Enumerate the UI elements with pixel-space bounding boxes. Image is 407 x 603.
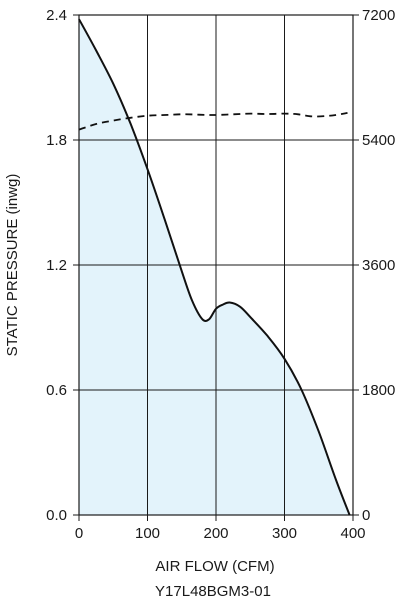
y-tick-label: 0.6 xyxy=(46,382,67,399)
x-tick-label: 200 xyxy=(203,525,228,542)
x-tick-label: 0 xyxy=(75,525,83,542)
tick-labels: 0 100 200 300 400 0.0 0.6 1.2 1.8 2.4 0 1800 3600 540… xyxy=(46,7,395,542)
x-axis-title: AIR FLOW (CFM) xyxy=(155,558,274,575)
y2-tick-label: 7200 xyxy=(362,7,395,24)
y-tick-label: 2.4 xyxy=(46,7,67,24)
x-tick-label: 400 xyxy=(340,525,365,542)
x-tick-label: 300 xyxy=(272,525,297,542)
x-tick-label: 100 xyxy=(135,525,160,542)
y-tick-label: 1.2 xyxy=(46,257,67,274)
y2-tick-label: 0 xyxy=(362,507,370,524)
y-tick-label: 1.8 xyxy=(46,132,67,149)
grid-lines xyxy=(79,15,353,515)
figure-code-label: Y17L48BGM3-01 xyxy=(155,583,271,600)
series-2-line xyxy=(78,112,348,131)
series-1-area-fill xyxy=(79,19,350,515)
y-axis-title: STATIC PRESSURE (inwg) xyxy=(4,174,21,357)
y2-tick-label: 3600 xyxy=(362,257,395,274)
y-tick-label: 0.0 xyxy=(46,507,67,524)
y2-tick-label: 5400 xyxy=(362,132,395,149)
axis-ticks xyxy=(73,14,359,521)
y2-tick-label: 1800 xyxy=(362,382,395,399)
series-1-line xyxy=(78,18,351,516)
